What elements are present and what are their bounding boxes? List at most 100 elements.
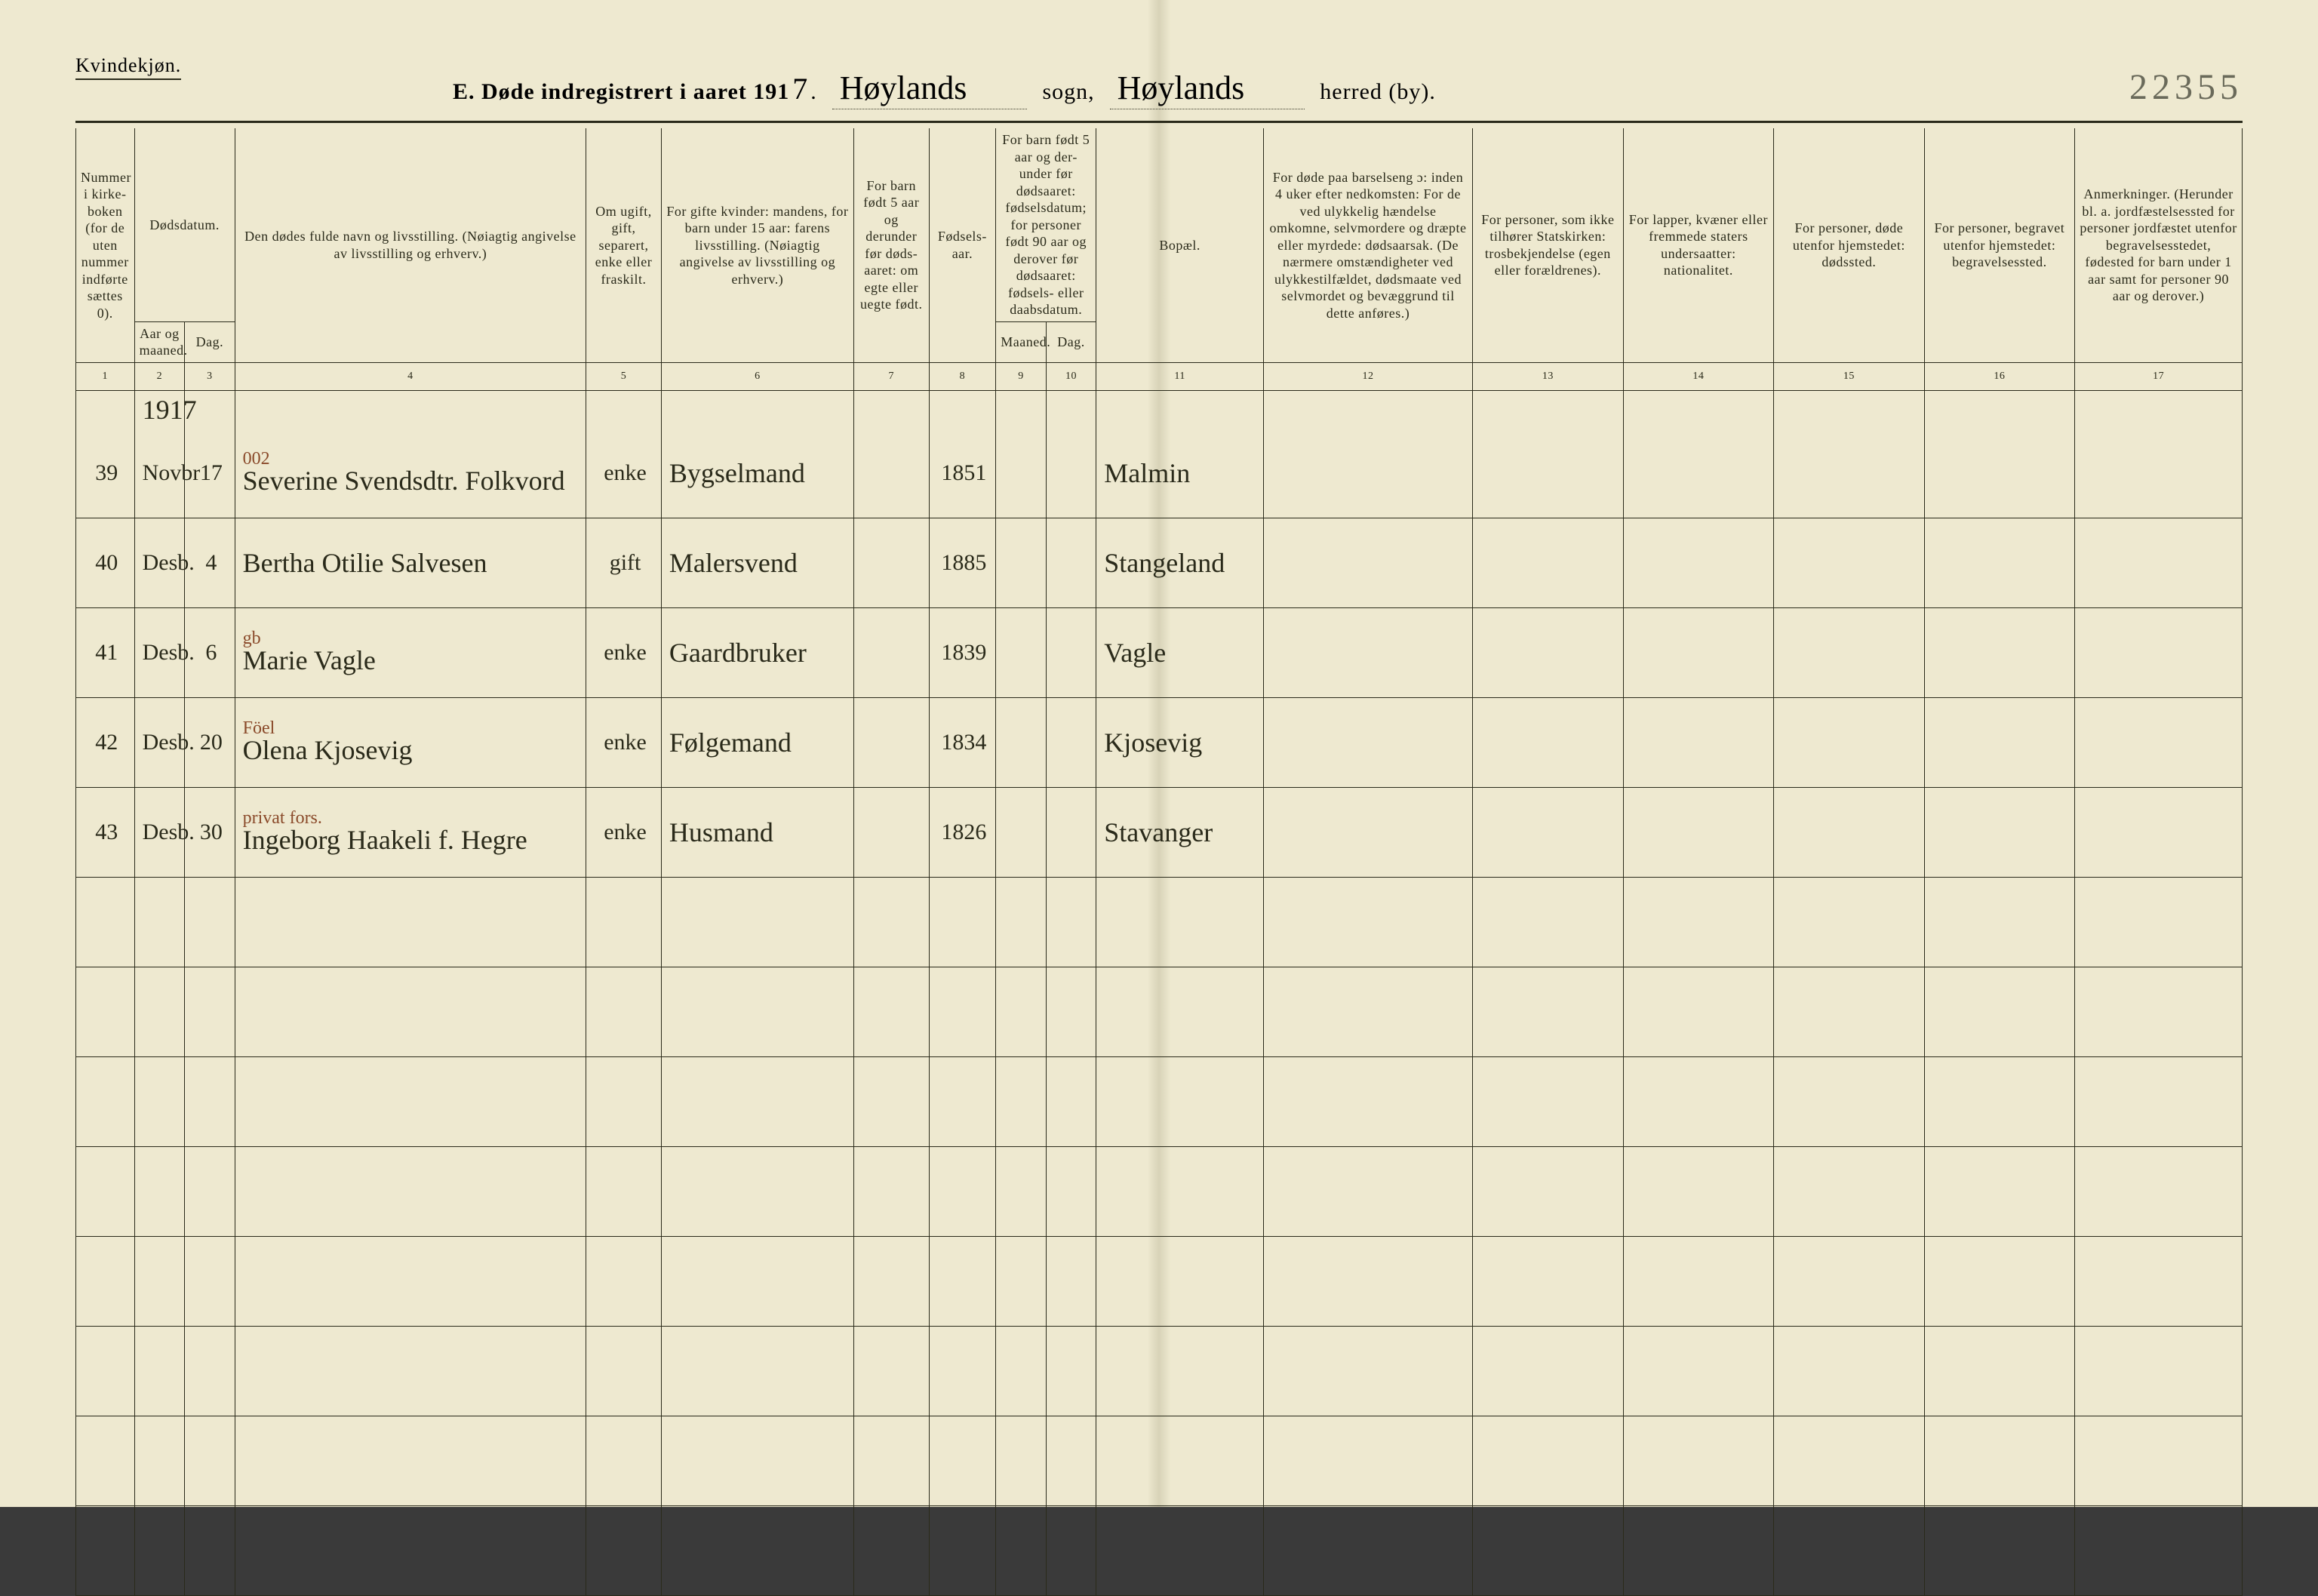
hdr-16: For personer, begravet utenfor hjemstede… — [1924, 128, 2075, 362]
cell-empty — [929, 1236, 996, 1326]
cell-empty — [1096, 1056, 1264, 1146]
year-inline-cell: 1917 — [134, 390, 185, 429]
cell-empty — [1623, 967, 1774, 1056]
cell — [1473, 607, 1624, 697]
cell: 1826 — [929, 787, 996, 877]
cell-empty — [1473, 1146, 1624, 1236]
cell-empty — [1623, 1505, 1774, 1595]
column-numbers-row: 1234567891011121314151617 — [76, 362, 2243, 390]
cell-empty — [586, 1416, 662, 1505]
cell-empty — [2075, 1326, 2243, 1416]
year-inline-cell — [661, 390, 853, 429]
cell — [1774, 429, 1925, 518]
cell-empty — [2075, 1146, 2243, 1236]
cell-empty — [235, 967, 586, 1056]
cell-empty — [1046, 1505, 1096, 1595]
table-row: 39Novbr17002Severine Svendsdtr. Folkvord… — [76, 429, 2243, 518]
cell-empty — [1774, 1146, 1925, 1236]
colnum-2: 2 — [134, 362, 185, 390]
cell-empty — [1924, 1416, 2075, 1505]
cell-empty — [586, 1505, 662, 1595]
cell-empty — [1046, 967, 1096, 1056]
title-prefix: E. Døde indregistrert i aaret 191 — [453, 79, 789, 105]
cell: Malersvend — [661, 518, 853, 607]
cell — [1623, 787, 1774, 877]
cell-empty — [1924, 1236, 2075, 1326]
cell-empty — [235, 877, 586, 967]
cell-empty — [76, 1326, 135, 1416]
cell — [1473, 518, 1624, 607]
period: . — [810, 79, 817, 105]
cell-empty — [586, 877, 662, 967]
hdr-2-top: Dødsdatum. — [134, 128, 235, 321]
year-inline-cell — [2075, 390, 2243, 429]
cell-empty — [1263, 1236, 1472, 1326]
table-row-empty — [76, 967, 2243, 1056]
cell — [1924, 787, 2075, 877]
hdr-6: For gifte kvinder: mandens, for barn und… — [661, 128, 853, 362]
cell-empty — [1774, 877, 1925, 967]
colnum-7: 7 — [853, 362, 929, 390]
cell: FöelOlena Kjosevig — [235, 697, 586, 787]
cell — [1046, 429, 1096, 518]
year-inline-cell — [853, 390, 929, 429]
cell-empty — [2075, 1416, 2243, 1505]
cell — [996, 787, 1047, 877]
cell-empty — [929, 1505, 996, 1595]
cell-empty — [1623, 1416, 1774, 1505]
stamp-number: 22355 — [2129, 66, 2243, 108]
hdr-11: Bopæl. — [1096, 128, 1264, 362]
cell-empty — [235, 1505, 586, 1595]
cell-empty — [929, 1056, 996, 1146]
cell — [1046, 607, 1096, 697]
cell — [1623, 429, 1774, 518]
cell: privat fors.Ingeborg Haakeli f. Hegre — [235, 787, 586, 877]
cell-empty — [134, 1416, 185, 1505]
cell: Vagle — [1096, 607, 1264, 697]
colnum-14: 14 — [1623, 362, 1774, 390]
cell-empty — [1263, 1416, 1472, 1505]
cell — [1046, 787, 1096, 877]
year-inline-cell — [235, 390, 586, 429]
cell — [1924, 518, 2075, 607]
cell-empty — [1623, 1326, 1774, 1416]
cell: Husmand — [661, 787, 853, 877]
cell-empty — [134, 1056, 185, 1146]
cell-empty — [853, 1236, 929, 1326]
cell-empty — [1623, 1146, 1774, 1236]
cell-empty — [1774, 1056, 1925, 1146]
colnum-16: 16 — [1924, 362, 2075, 390]
colnum-11: 11 — [1096, 362, 1264, 390]
cell: 002Severine Svendsdtr. Folkvord — [235, 429, 586, 518]
cell-empty — [1473, 1505, 1624, 1595]
year-inline-cell — [1774, 390, 1925, 429]
cell-empty — [661, 1505, 853, 1595]
cell-empty — [661, 877, 853, 967]
cell-empty — [661, 1146, 853, 1236]
cell-empty — [76, 1146, 135, 1236]
year-inline-cell — [929, 390, 996, 429]
cell-empty — [76, 1416, 135, 1505]
year-inline-cell — [586, 390, 662, 429]
cell — [1774, 518, 1925, 607]
cell-empty — [1096, 1146, 1264, 1236]
cell-empty — [1924, 1326, 2075, 1416]
colnum-17: 17 — [2075, 362, 2243, 390]
cell-empty — [134, 877, 185, 967]
cell-empty — [1924, 1056, 2075, 1146]
cell-empty — [1046, 1236, 1096, 1326]
cell: 42 — [76, 697, 135, 787]
cell — [1924, 429, 2075, 518]
cell-empty — [586, 1146, 662, 1236]
cell-empty — [1774, 1416, 1925, 1505]
hdr-5: Om ugift, gift, separert, enke eller fra… — [586, 128, 662, 362]
table-row-empty — [76, 1416, 2243, 1505]
year-inline-cell — [1263, 390, 1472, 429]
cell-empty — [661, 1056, 853, 1146]
cell-empty — [853, 1416, 929, 1505]
hdr-15: For personer, døde utenfor hjemstedet: d… — [1774, 128, 1925, 362]
cell-empty — [134, 1326, 185, 1416]
cell: enke — [586, 697, 662, 787]
cell: 1851 — [929, 429, 996, 518]
cell-empty — [586, 1056, 662, 1146]
